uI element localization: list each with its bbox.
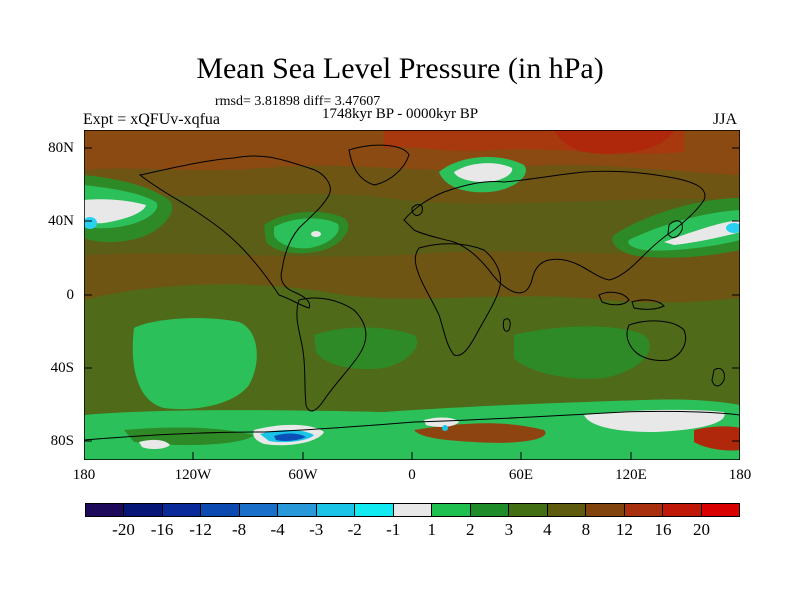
axis-ticks	[84, 147, 740, 460]
south-indian-high	[514, 326, 650, 379]
ne-pacific-high-inner	[628, 210, 740, 251]
antarctic-white-mid	[424, 417, 459, 427]
antarctic-blue-core	[274, 433, 306, 441]
antarctic-white-east	[584, 409, 725, 432]
antarctic-red-east	[694, 426, 740, 451]
x-tick-label-120e: 120E	[615, 467, 647, 483]
colorbar-label: -3	[309, 520, 324, 539]
colorbar-swatch	[586, 504, 625, 516]
x-tick-label-180e: 180	[728, 467, 752, 483]
colorbar-swatch	[201, 504, 240, 516]
colorbar-swatch	[278, 504, 317, 516]
colorbar-label: 12	[615, 520, 633, 539]
stats-line: rmsd= 3.81898 diff= 3.47607	[215, 94, 381, 109]
colorbar-label: 16	[654, 520, 672, 539]
colorbar-swatch	[663, 504, 702, 516]
colorbar-label: -8	[232, 520, 247, 539]
experiment-label: Expt = xQFUv-xqfua	[83, 111, 221, 128]
colorbar-swatch	[432, 504, 471, 516]
y-tick-label-0: 0	[66, 287, 75, 303]
field-olive-north	[84, 190, 740, 257]
field-arctic-red-east	[554, 130, 674, 154]
x-tick-label-0: 0	[408, 467, 416, 483]
nw-pacific-high-left-core	[84, 199, 146, 224]
antarctic-cyan-dot	[442, 425, 448, 431]
colorbar-swatch	[316, 504, 356, 516]
colorbar-label: -12	[189, 520, 212, 539]
x-tick-label-180w: 180	[72, 467, 96, 483]
chart-title: Mean Sea Level Pressure (in hPa)	[196, 52, 604, 85]
ne-pacific-cyan	[726, 223, 740, 233]
colorbar-swatch	[86, 504, 125, 516]
x-tick-label-120w: 120W	[174, 467, 212, 483]
colorbar-swatch	[547, 504, 587, 516]
colorbar-label: -4	[270, 520, 285, 539]
colorbar-label: -2	[347, 520, 362, 539]
y-tick-label-40N: 40N	[48, 213, 74, 229]
colorbar-swatch	[393, 504, 433, 516]
colorbar-label: -20	[112, 520, 135, 539]
colorbar-swatch	[470, 504, 510, 516]
colorbar-swatch	[701, 504, 739, 516]
south-atlantic-high	[314, 327, 418, 370]
period-label: 1748kyr BP - 0000kyr BP	[322, 106, 479, 122]
colorbar-label: 20	[692, 520, 710, 539]
x-tick-label-60e: 60E	[508, 467, 534, 483]
colorbar-swatch	[239, 504, 279, 516]
y-tick-label-40S: 40S	[50, 360, 74, 376]
season-label: JJA	[713, 111, 738, 128]
antarctic-white-small-west	[139, 439, 170, 450]
nw-pacific-cyan-left	[84, 217, 97, 229]
coastlines	[84, 144, 740, 441]
colorbar-swatch	[624, 504, 664, 516]
colorbar-label: 3	[504, 520, 514, 539]
colorbar-label: 4	[543, 520, 552, 539]
y-tick-label-80S: 80S	[50, 433, 74, 449]
pressure-map	[84, 130, 740, 460]
colorbar-swatch	[355, 504, 394, 516]
y-tick-label-80N: 80N	[48, 140, 74, 156]
colorbar-label: -1	[386, 520, 401, 539]
x-tick-label-60w: 60W	[288, 467, 318, 483]
atlantic-high-core	[311, 231, 321, 237]
colorbar	[85, 503, 740, 517]
colorbar-swatch	[509, 504, 548, 516]
colorbar-label: -16	[150, 520, 174, 539]
field-olive-south	[84, 284, 740, 430]
south-pacific-high	[132, 318, 257, 410]
arctic-high-core	[454, 163, 513, 182]
colorbar-swatch	[162, 504, 202, 516]
colorbar-label: 1	[427, 520, 437, 539]
colorbar-label: 2	[466, 520, 475, 539]
colorbar-label: 8	[581, 520, 591, 539]
colorbar-swatch	[124, 504, 163, 516]
ne-pacific-high-core	[664, 220, 740, 245]
